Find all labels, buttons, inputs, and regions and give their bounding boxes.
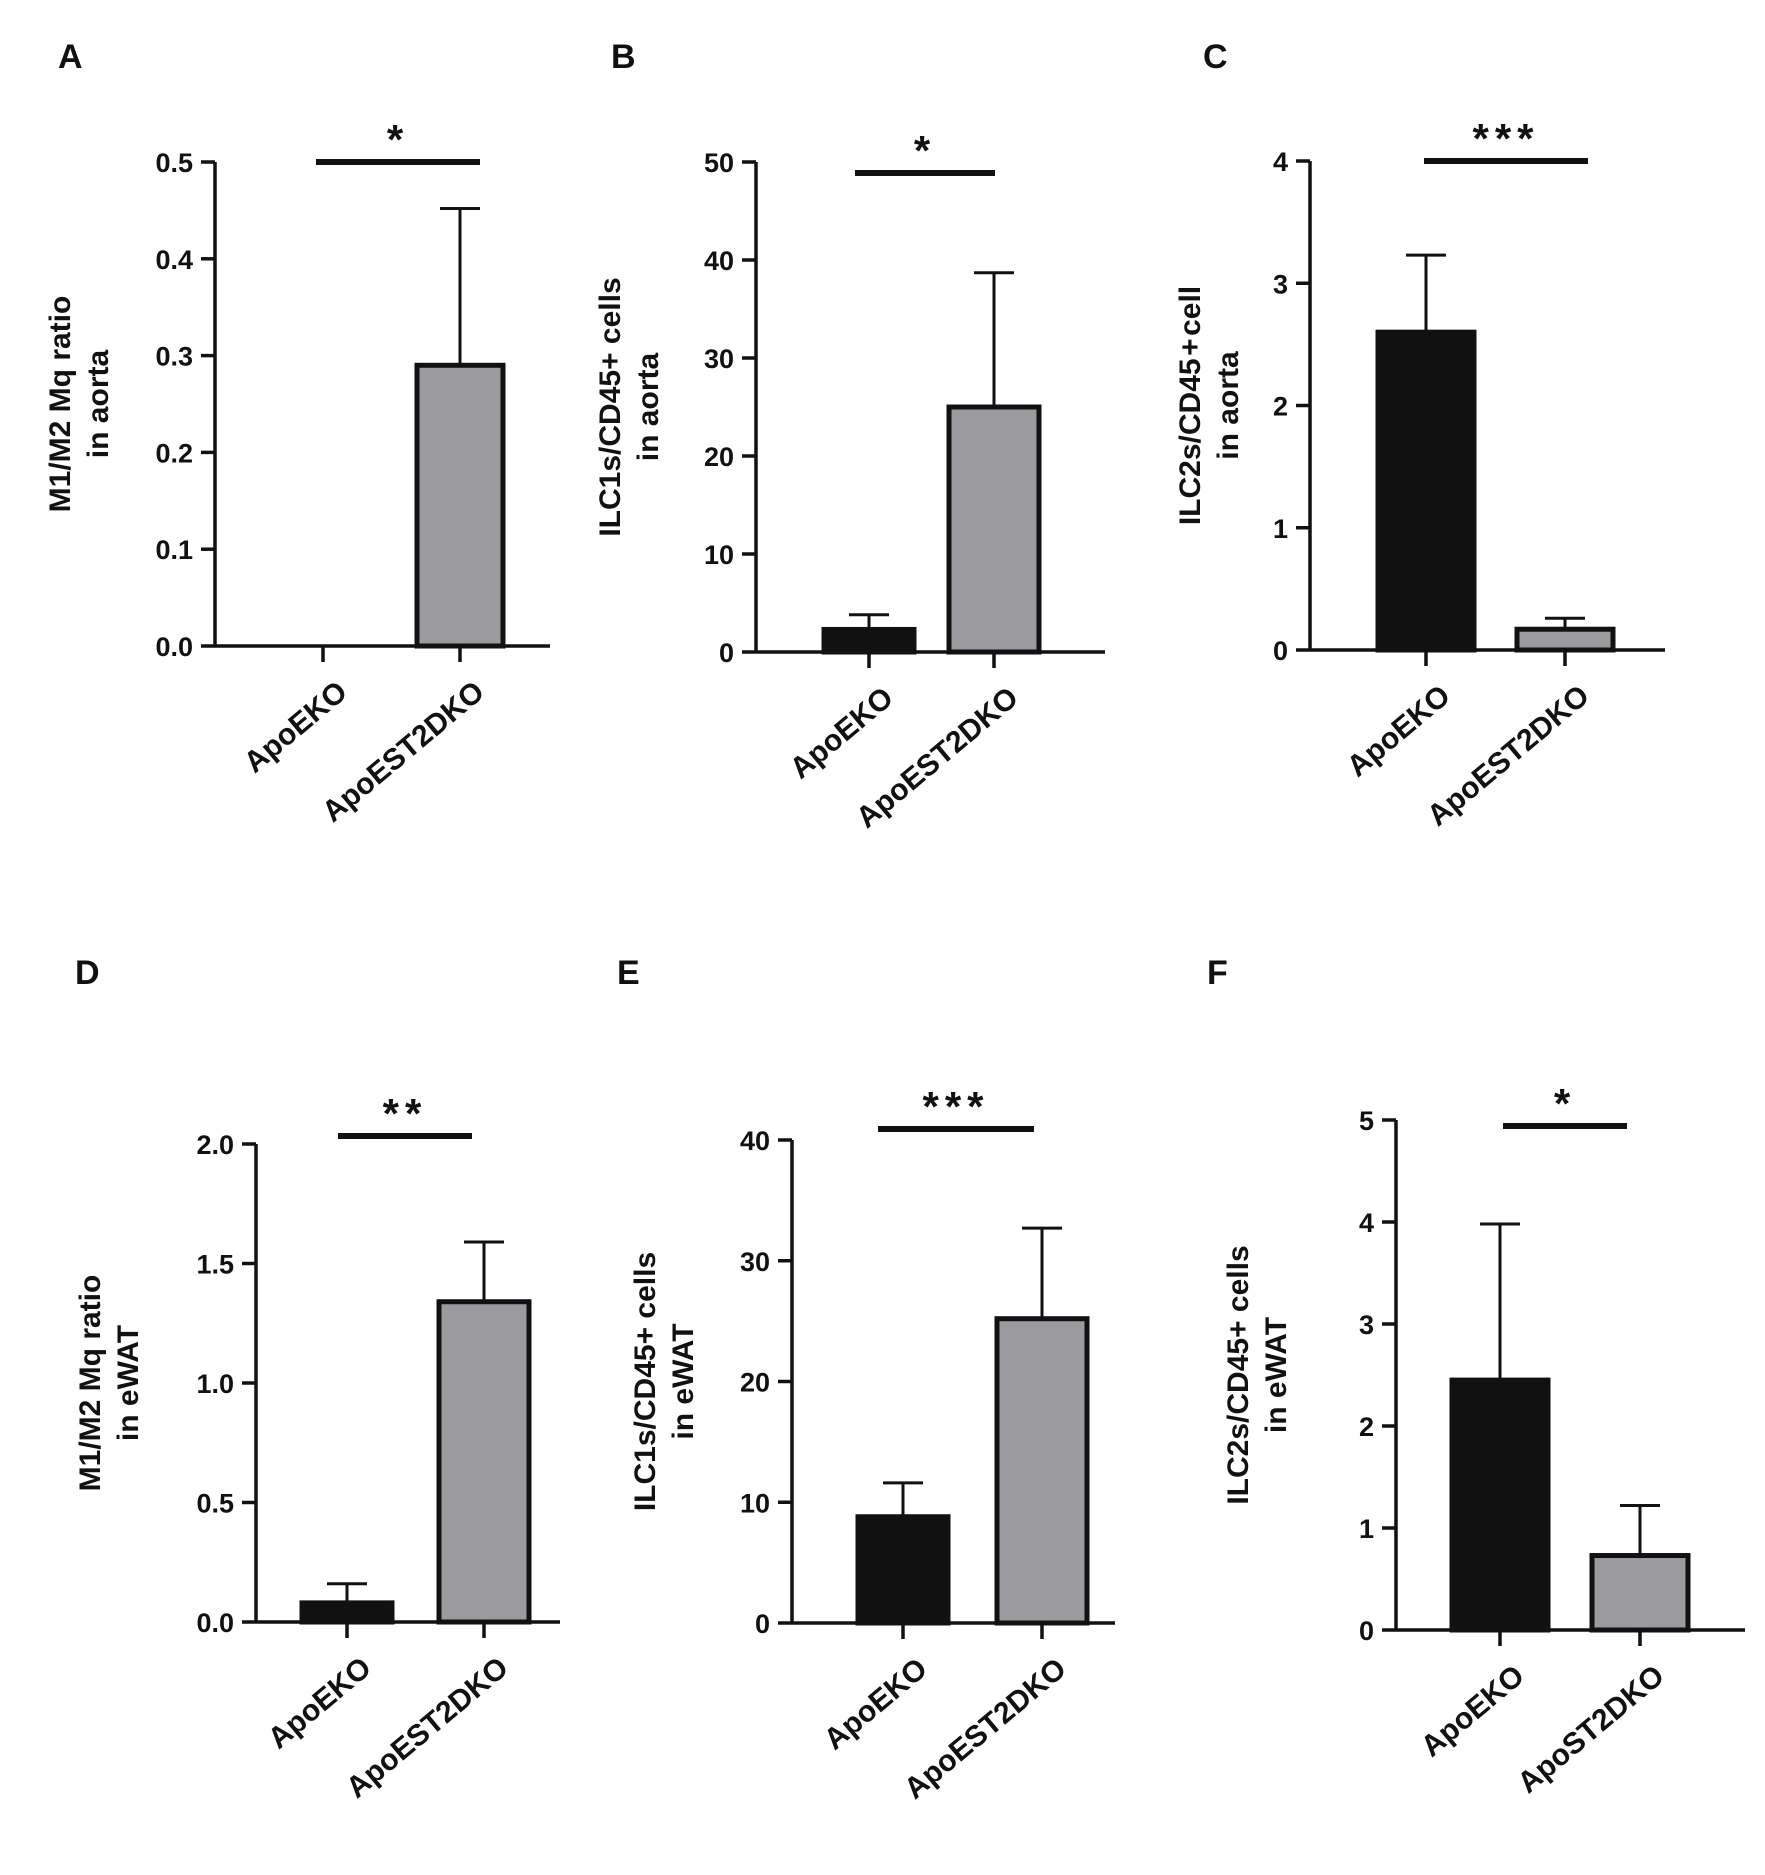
y-tick-label: 0 <box>1359 1616 1374 1646</box>
category-label: ApoEKO <box>1341 679 1457 784</box>
y-tick-label: 0.4 <box>155 245 193 275</box>
y-tick-label: 20 <box>704 442 734 472</box>
chart-panel-a: A 0.0 0.1 0.2 0.3 0.4 0.5 M1/M2 Mq ratio in aort… <box>44 38 550 829</box>
y-tick-label: 1 <box>1359 1514 1374 1544</box>
y-tick-label: 0.0 <box>196 1608 234 1638</box>
y-tick-label: 4 <box>1359 1208 1374 1238</box>
y-axis-title: M1/M2 Mq ratio in aorta <box>44 296 115 513</box>
y-tick-label: 10 <box>704 540 734 570</box>
y-tick-label: 0.5 <box>155 148 193 178</box>
y-tick-label: 0.2 <box>155 438 193 468</box>
y-tick-label: 0 <box>1273 636 1288 666</box>
bar-apoest2dko <box>994 1316 1090 1626</box>
category-label: ApoEKO <box>1415 1659 1531 1764</box>
y-tick-label: 4 <box>1273 147 1288 177</box>
y-axis-title: ILC2s/CD45+ cells in eWAT <box>1222 1245 1293 1504</box>
y-tick-label: 0.3 <box>155 342 193 372</box>
y-axis-title-line: in eWAT <box>112 1325 145 1441</box>
y-axis-title-line: ILC1s/CD45+ cells <box>629 1252 662 1511</box>
y-tick-label: 10 <box>740 1488 770 1518</box>
y-tick-label: 2.0 <box>196 1130 234 1160</box>
y-tick-label: 20 <box>740 1368 770 1398</box>
bar-apoeko <box>1375 329 1477 653</box>
significance-stars: * <box>387 116 409 163</box>
y-tick-label: 0 <box>755 1609 770 1639</box>
panel-label: E <box>617 954 640 992</box>
y-axis-title-line: M1/M2 Mq ratio <box>44 296 77 513</box>
significance-stars: * <box>1554 1080 1576 1127</box>
panel-label: F <box>1207 954 1228 992</box>
bar-apoest2dko <box>436 1299 532 1625</box>
significance-stars: *** <box>922 1083 989 1130</box>
y-axis-title: M1/M2 Mq ratio in eWAT <box>74 1275 145 1492</box>
y-tick-label: 3 <box>1359 1310 1374 1340</box>
y-tick-label: 1.0 <box>196 1369 234 1399</box>
y-axis-title-line: in eWAT <box>1260 1317 1293 1433</box>
chart-panel-e: E 0 10 20 30 40 ILC1s/CD45+ cells in eWAT ApoEKO… <box>617 954 1115 1806</box>
chart-panel-d: D 0.0 0.5 1.0 1.5 2.0 M1/M2 Mq ratio in eWAT Apo… <box>74 954 560 1805</box>
y-axis-title-line: ILC2s/CD45 + cell <box>1174 286 1207 525</box>
bar-apoeko <box>1449 1377 1551 1633</box>
y-axis-title-line: M1/M2 Mq ratio <box>74 1275 107 1492</box>
panel-label: B <box>611 38 636 76</box>
y-axis-title-line: ILC2s/CD45+ cells <box>1222 1245 1255 1504</box>
y-tick-label: 2 <box>1273 392 1288 422</box>
y-axis-title: ILC1s/CD45+ cells in aorta <box>594 277 665 536</box>
y-tick-label: 1 <box>1273 514 1288 544</box>
bar-apoest2dko <box>1514 626 1616 653</box>
y-tick-label: 5 <box>1359 1106 1374 1136</box>
bar-apost2dko <box>1589 1553 1691 1633</box>
y-tick-label: 50 <box>704 148 734 178</box>
y-tick-label: 30 <box>704 344 734 374</box>
bar-apoest2dko <box>946 404 1042 655</box>
significance-stars: ** <box>383 1090 428 1137</box>
category-label: ApoEKO <box>238 675 354 780</box>
bar-apoeko <box>821 626 917 655</box>
y-tick-label: 0.5 <box>196 1489 234 1519</box>
y-tick-label: 3 <box>1273 269 1288 299</box>
y-axis-title-line: ILC1s/CD45+ cells <box>594 277 627 536</box>
y-tick-label: 40 <box>704 246 734 276</box>
panel-label: D <box>75 954 100 992</box>
y-axis-title-line: in eWAT <box>667 1323 700 1439</box>
panel-label: A <box>58 38 83 76</box>
category-label: ApoEKO <box>818 1652 934 1757</box>
y-tick-label: 30 <box>740 1247 770 1277</box>
y-tick-label: 0 <box>719 638 734 668</box>
y-tick-label: 40 <box>740 1126 770 1156</box>
category-label: ApoEKO <box>262 1651 378 1756</box>
y-tick-label: 2 <box>1359 1412 1374 1442</box>
panel-label: C <box>1203 38 1228 76</box>
bar-apoeko <box>299 1600 395 1625</box>
y-axis-title: ILC1s/CD45+ cells in eWAT <box>629 1252 700 1511</box>
significance-stars: * <box>914 127 936 174</box>
category-label: ApoST2DKO <box>1512 1659 1671 1800</box>
y-tick-label: 1.5 <box>196 1250 234 1280</box>
chart-panel-b: B 0 10 20 30 40 50 ILC1s/CD45+ cells in aorta Apo… <box>594 38 1105 835</box>
y-axis-title-line: in aorta <box>632 353 665 462</box>
y-tick-label: 0.0 <box>155 632 193 662</box>
chart-panel-f: F 0 1 2 3 4 5 ILC2s/CD45+ cells in eWAT ApoEKOApo… <box>1207 954 1745 1800</box>
y-tick-label: 0.1 <box>155 535 193 565</box>
category-label: ApoEKO <box>784 681 900 786</box>
y-axis-title: ILC2s/CD45 + cell in aorta <box>1174 286 1245 525</box>
bar-apoest2dko <box>414 362 506 649</box>
significance-stars: *** <box>1472 115 1539 162</box>
y-axis-title-line: in aorta <box>1212 351 1245 460</box>
y-axis-title-line: in aorta <box>82 350 115 459</box>
bar-apoeko <box>855 1514 951 1626</box>
